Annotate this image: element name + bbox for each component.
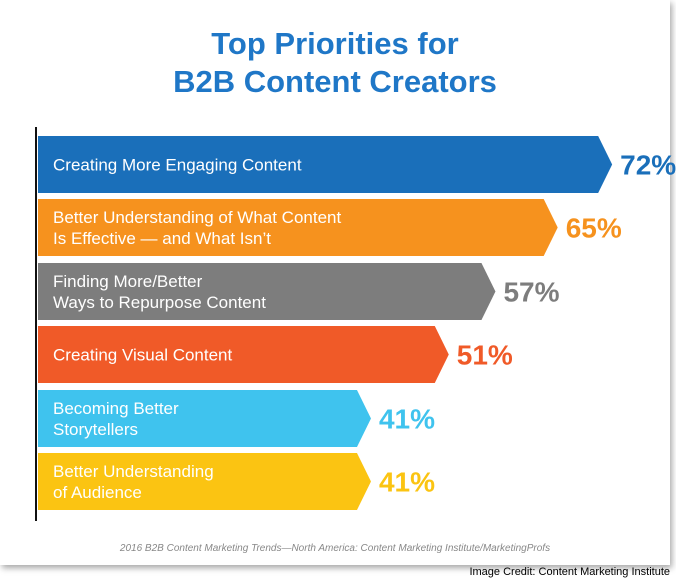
data-label: 65% — [566, 213, 622, 244]
data-label: 51% — [457, 340, 513, 371]
image-credit: Image Credit: Content Marketing Institut… — [469, 566, 670, 578]
category-label: Creating Visual Content — [53, 346, 233, 365]
bar — [38, 326, 449, 383]
data-label: 72% — [620, 150, 676, 181]
bar — [38, 136, 613, 193]
chart-title-line-1: Top Priorities for — [211, 26, 459, 61]
bar — [38, 390, 371, 447]
bar — [38, 263, 496, 320]
category-label: Creating More Engaging Content — [53, 156, 302, 175]
chart-title-line-2: B2B Content Creators — [173, 64, 497, 99]
data-label: 57% — [503, 277, 559, 308]
bar — [38, 199, 558, 256]
data-label: 41% — [379, 404, 435, 435]
category-label: Finding More/Better Ways to Repurpose Con… — [53, 272, 266, 312]
category-label: Better Understanding of Audience — [53, 462, 214, 502]
category-label: Becoming Better Storytellers — [53, 399, 179, 439]
chart-source: 2016 B2B Content Marketing Trends—North … — [119, 543, 551, 554]
data-label: 41% — [379, 467, 435, 498]
category-label: Better Understanding of What Content Is E… — [53, 208, 341, 248]
bar — [38, 453, 371, 510]
